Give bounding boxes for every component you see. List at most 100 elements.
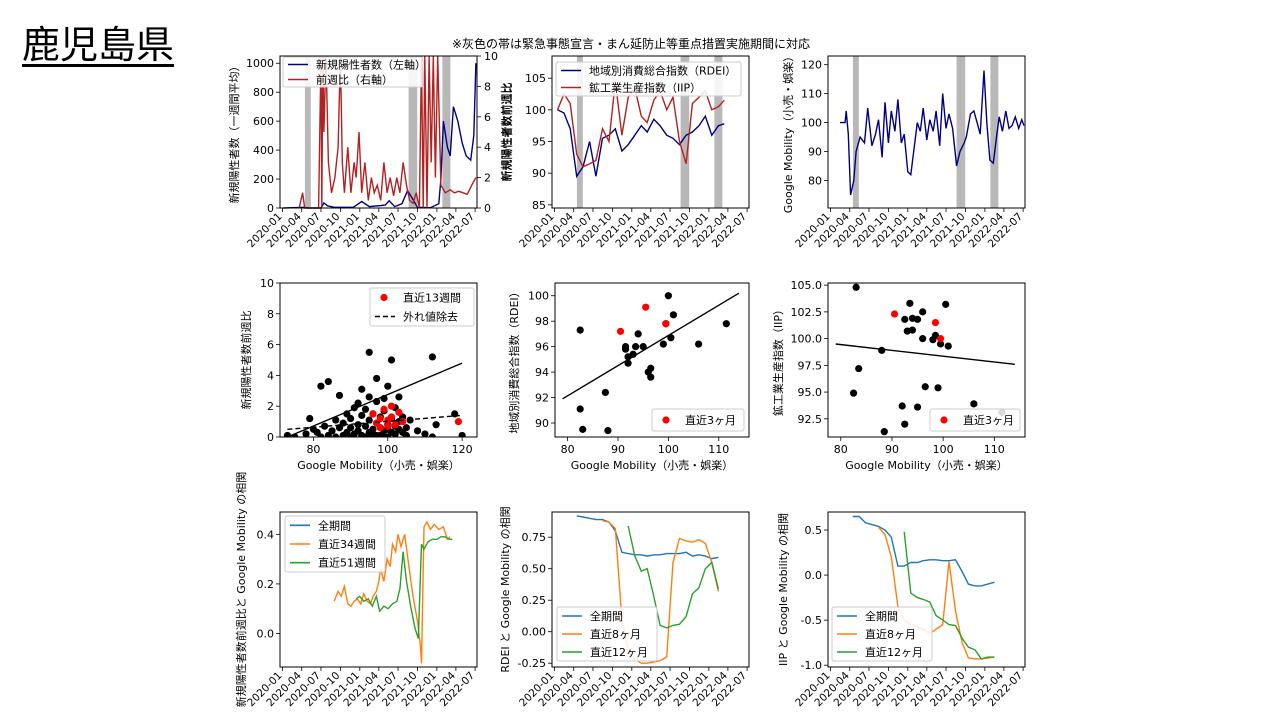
recent-point — [399, 418, 407, 426]
y-tick-label: 98 — [535, 315, 549, 328]
recent-point — [384, 422, 392, 430]
legend-box — [555, 61, 742, 97]
scatter-point — [361, 422, 370, 430]
scatter-point — [428, 433, 436, 437]
legend-box — [929, 408, 1021, 432]
y-tick-label: 102.5 — [791, 306, 823, 319]
y-tick-label: 0.2 — [257, 578, 275, 591]
legend-label: 直近34週間 — [318, 537, 376, 551]
scatter-point — [365, 393, 373, 401]
axes-frame — [554, 282, 750, 438]
y-tick-label: 600 — [253, 115, 274, 128]
scatter-point — [358, 385, 366, 393]
scatter-point — [413, 427, 422, 435]
scatter-point — [855, 364, 863, 373]
scatter-point — [317, 433, 325, 437]
shaded-period — [956, 56, 966, 208]
scatter-point — [321, 422, 329, 430]
legend-box — [282, 56, 424, 88]
y-axis-label: 新規陽性者数（一週間平均） — [227, 61, 241, 204]
shaded-period — [852, 56, 859, 208]
series-line — [903, 531, 995, 660]
shaded-period — [304, 56, 311, 208]
y-tick-label: 0.75 — [522, 531, 547, 544]
scatter-point — [347, 424, 355, 432]
recent-point — [380, 405, 388, 413]
chart-new-cases: 2020-012020-042020-072020-102021-012021-… — [227, 50, 513, 250]
series-line — [556, 81, 725, 168]
scatter-point — [458, 431, 466, 437]
series-line — [355, 536, 453, 639]
recent-point — [936, 335, 945, 343]
x-tick-label: 100 — [377, 443, 398, 456]
recent-point — [395, 408, 403, 416]
scatter-point — [402, 424, 410, 432]
y-tick-label: 0 — [267, 431, 274, 444]
scatter-point — [913, 403, 922, 411]
x-tick-label: 100 — [658, 443, 679, 456]
scatter-point — [669, 311, 678, 319]
regression-line — [835, 343, 1015, 365]
y-tick-label: 100 — [528, 290, 549, 303]
scatter-point — [901, 420, 909, 428]
scatter-point — [339, 419, 347, 427]
scatter-point — [365, 348, 373, 356]
shaded-period — [990, 56, 999, 208]
x-tick-label: 90 — [885, 443, 899, 456]
scatter-point — [317, 382, 325, 390]
x-tick-label: 80 — [561, 443, 575, 456]
scatter-point — [936, 340, 945, 348]
scatter-point — [944, 342, 952, 350]
chart-scatter-iip: 80 90 100 110 92.5 95.0 97.5 100.0 102.5 105.0 Goo… — [771, 279, 1026, 472]
y-tick-label: -0.5 — [801, 614, 822, 627]
scatter-point — [387, 356, 396, 364]
y-tick-label: -0.25 — [518, 657, 546, 670]
legend-box — [284, 515, 386, 573]
y-tick-label: 0.4 — [257, 528, 275, 541]
recent-point — [931, 318, 940, 327]
shaded-period — [576, 56, 583, 208]
chart-rdei-iip: 2020-012020-042020-072020-102021-012021-… — [500, 55, 750, 250]
scatter-point — [908, 326, 917, 334]
y-tick-label: 92 — [535, 392, 549, 405]
legend-marker — [940, 416, 948, 424]
scatter-point — [601, 388, 609, 397]
x-tick-label: 80 — [306, 443, 320, 456]
scatter-point — [576, 326, 584, 334]
y-tick-label: 0 — [267, 202, 274, 215]
y-tick-label: 105.0 — [791, 279, 823, 292]
legend-marker — [662, 416, 670, 424]
y-tick-label: 2 — [267, 400, 274, 413]
scatter-point — [380, 433, 388, 437]
series-line — [557, 109, 725, 179]
x-axis-label: Google Mobility（小売・娯楽） — [845, 458, 1007, 472]
x-axis-label: Google Mobility（小売・娯楽） — [297, 458, 459, 472]
legend-label: 前週比（右軸） — [316, 73, 393, 87]
series-line — [627, 525, 720, 629]
y-tick-label: 80 — [808, 174, 822, 187]
scatter-point — [332, 416, 340, 424]
y-axis-label: 鉱工業生産指数（IIP） — [771, 304, 785, 416]
y-tick-label: 105 — [525, 72, 546, 85]
y-tick-label: 96 — [535, 341, 549, 354]
y-tick-label: 90 — [535, 417, 549, 430]
scatter-point — [664, 292, 672, 300]
legend-label: 直近13週間 — [403, 291, 461, 305]
regression-line — [287, 362, 463, 437]
scatter-point — [849, 389, 858, 397]
y-tick-label: 4 — [484, 141, 491, 154]
legend-label: 全期間 — [318, 518, 351, 532]
legend-label: 直近8ヶ月 — [590, 627, 641, 641]
chart-corr-rdei: 2020-012020-042020-072020-102021-012021-… — [499, 506, 750, 709]
chart-corr-iip: 2020-012020-042020-072020-102021-012021-… — [777, 511, 1026, 709]
shaded-period — [408, 56, 418, 208]
y-tick-label: 0.0 — [257, 628, 275, 641]
recent-point — [376, 424, 384, 432]
scatter-point — [621, 345, 630, 353]
y-tick-label: 6 — [267, 339, 274, 352]
legend-label: 新規陽性者数（左軸） — [316, 58, 426, 72]
x-tick-label: 110 — [984, 443, 1005, 456]
y-tick-label: -1.0 — [801, 659, 822, 672]
scatter-point — [354, 399, 362, 407]
